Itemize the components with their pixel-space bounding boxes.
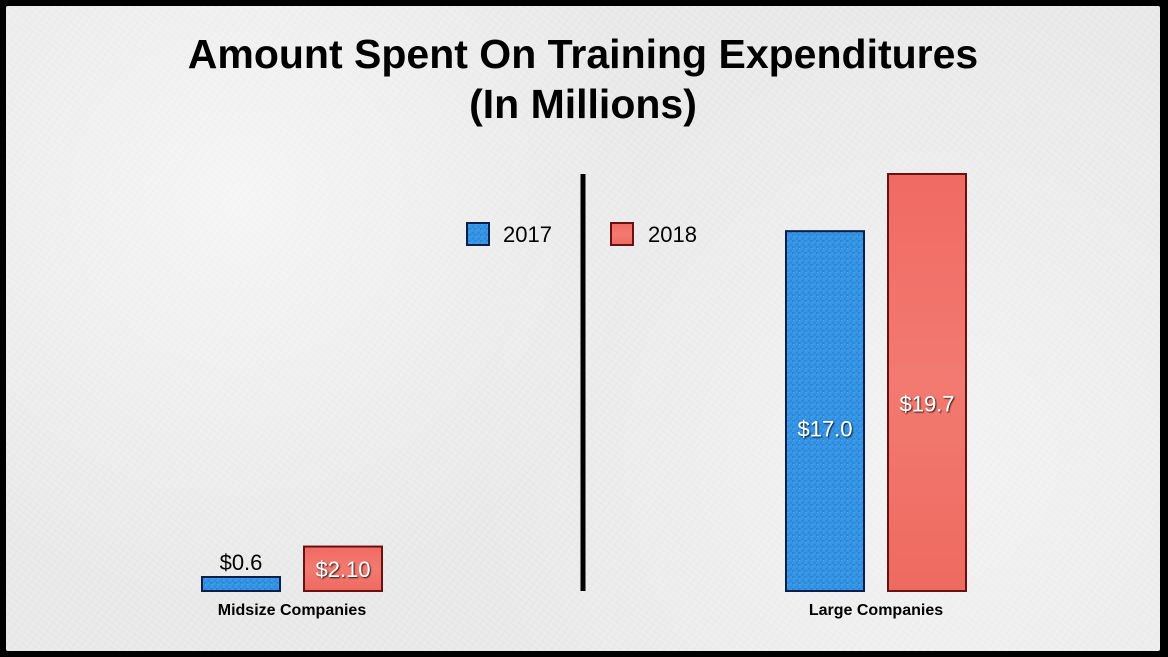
value-label-large-2017: $17.0	[797, 416, 852, 441]
bar-large-2018	[887, 173, 967, 592]
legend-label-2017: 2017	[503, 222, 552, 247]
chart-title-line1: Amount Spent On Training Expenditures	[187, 31, 979, 77]
chart-title-line2: (In Millions)	[469, 81, 697, 127]
legend: 2017 2018	[466, 222, 697, 247]
legend-item-2018: 2018	[610, 222, 697, 247]
legend-item-2017: 2017	[466, 222, 552, 247]
value-label-midsize-2017: $0.6	[220, 550, 263, 575]
legend-swatch-2017	[466, 222, 490, 246]
category-label-midsize: Midsize Companies	[218, 602, 367, 619]
value-label-large-2018: $19.7	[899, 392, 954, 417]
bar-midsize-2017	[201, 576, 281, 592]
bar-large-2017	[785, 230, 865, 592]
legend-label-2018: 2018	[648, 222, 697, 247]
category-label-large: Large Companies	[809, 602, 943, 619]
legend-swatch-2018	[610, 222, 634, 246]
chart-frame: Amount Spent On Training Expenditures (I…	[6, 6, 1160, 651]
bar-midsize-2018	[303, 545, 383, 592]
value-label-midsize-2018: $2.10	[315, 557, 370, 582]
chart-plot: 2017 2018 $0.6 $2.10 $17.0 $19.7 Midsize Co…	[201, 173, 967, 619]
